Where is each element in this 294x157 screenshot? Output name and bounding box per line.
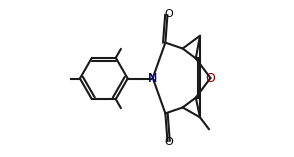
- Text: N: N: [148, 71, 158, 84]
- Text: O: O: [165, 9, 173, 19]
- Text: N: N: [148, 72, 157, 85]
- Text: O: O: [206, 71, 216, 84]
- Text: O: O: [165, 137, 173, 147]
